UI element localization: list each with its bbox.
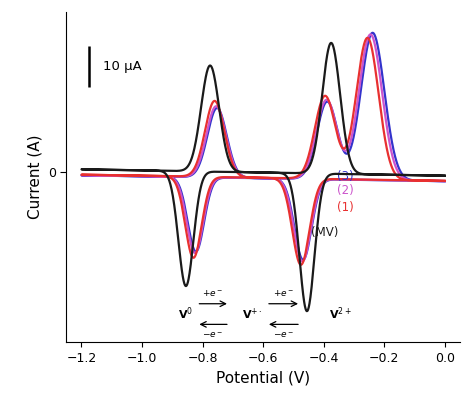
Y-axis label: Current (A): Current (A) [27, 134, 42, 219]
Text: (3): (3) [337, 170, 354, 183]
Text: $-e^-$: $-e^-$ [202, 330, 224, 340]
Text: (MV): (MV) [311, 226, 339, 239]
Text: (1): (1) [337, 201, 354, 214]
Text: (2): (2) [337, 184, 354, 197]
X-axis label: Potential (V): Potential (V) [216, 370, 310, 385]
Text: $+e^-$: $+e^-$ [273, 288, 294, 298]
Text: $\mathbf{V}^{2+}$: $\mathbf{V}^{2+}$ [329, 306, 352, 322]
Text: $\mathbf{V}^0$: $\mathbf{V}^0$ [178, 306, 193, 322]
Text: 10 μA: 10 μA [103, 60, 141, 73]
Text: $+e^-$: $+e^-$ [202, 288, 224, 298]
Text: $-e^-$: $-e^-$ [273, 330, 294, 340]
Text: $\mathbf{V}^{+\cdot}$: $\mathbf{V}^{+\cdot}$ [242, 307, 263, 322]
